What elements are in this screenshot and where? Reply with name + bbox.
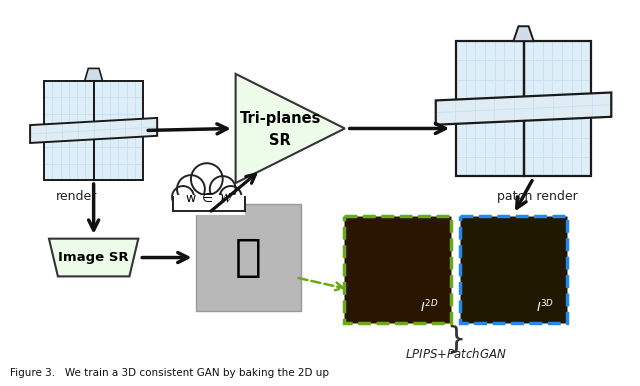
Text: render: render — [56, 190, 97, 203]
Text: Image SR: Image SR — [58, 251, 129, 264]
Text: w $\in$ $\mathcal{W}$: w $\in$ $\mathcal{W}$ — [184, 192, 233, 206]
Text: 🦾: 🦾 — [235, 236, 262, 279]
Polygon shape — [436, 93, 611, 125]
Circle shape — [191, 163, 223, 195]
Text: }: } — [446, 325, 465, 354]
FancyBboxPatch shape — [460, 216, 567, 323]
Text: $\it{LPIPS}$+$\it{PatchGAN}$: $\it{LPIPS}$+$\it{PatchGAN}$ — [404, 347, 506, 361]
Polygon shape — [84, 68, 102, 81]
Polygon shape — [49, 239, 138, 276]
Circle shape — [172, 186, 194, 208]
Polygon shape — [236, 74, 345, 183]
Text: patch render: patch render — [497, 190, 578, 203]
Polygon shape — [30, 118, 157, 143]
Polygon shape — [513, 26, 534, 41]
Polygon shape — [524, 41, 591, 176]
Text: $I^{3D}$: $I^{3D}$ — [536, 299, 554, 315]
Text: Tri-planes: Tri-planes — [239, 111, 321, 126]
Polygon shape — [44, 81, 93, 180]
Polygon shape — [93, 81, 143, 180]
Text: Figure 3.   We train a 3D consistent GAN by baking the 2D up: Figure 3. We train a 3D consistent GAN b… — [10, 368, 329, 378]
FancyBboxPatch shape — [196, 204, 301, 311]
Text: $I^{2D}$: $I^{2D}$ — [420, 299, 438, 315]
Circle shape — [210, 176, 236, 202]
Circle shape — [220, 186, 241, 208]
Bar — [173, 195, 244, 215]
FancyBboxPatch shape — [344, 216, 451, 323]
Circle shape — [177, 175, 205, 203]
Polygon shape — [456, 41, 524, 176]
Text: SR: SR — [269, 133, 291, 148]
